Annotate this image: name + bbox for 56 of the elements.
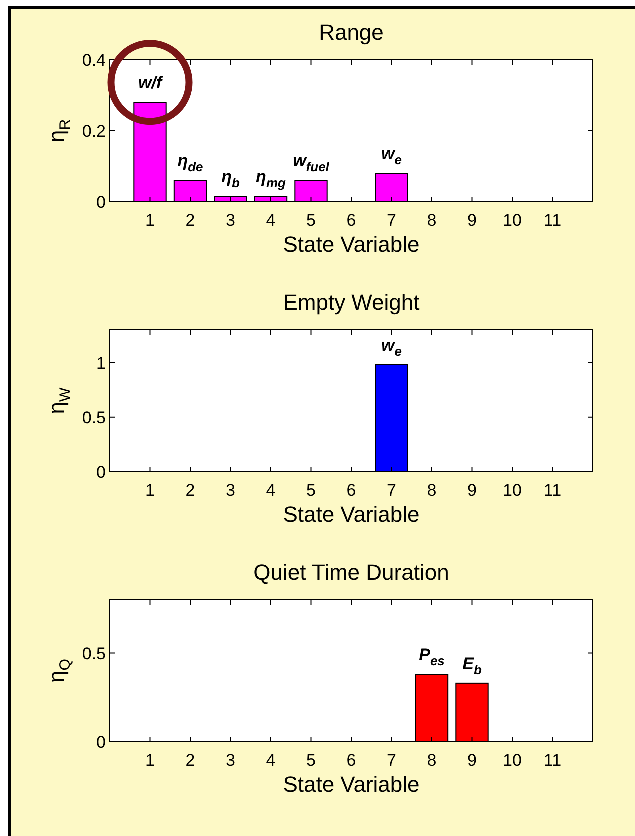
- x-tick-label: 7: [387, 211, 396, 230]
- x-tick-label: 2: [186, 751, 196, 770]
- annotation: η$_{de}$: [178, 152, 204, 175]
- y-tick-label: 0.2: [82, 122, 106, 141]
- annotation: E$_{b}$: [462, 654, 482, 678]
- x-tick-label: 10: [503, 481, 522, 500]
- y-tick-label: 0: [96, 193, 106, 212]
- x-tick-label: 9: [468, 211, 477, 230]
- x-tick-label: 2: [186, 211, 196, 230]
- x-axis-title: State Variable: [283, 772, 420, 797]
- x-tick-label: 3: [226, 481, 236, 500]
- x-tick-label: 11: [544, 481, 562, 500]
- x-tick-label: 4: [266, 211, 276, 230]
- annotation: w$_{e}$: [382, 336, 402, 360]
- x-tick-label: 1: [146, 751, 155, 770]
- x-tick-label: 11: [544, 751, 562, 770]
- y-tick-label: 0: [96, 463, 106, 482]
- x-tick-label: 5: [306, 481, 316, 500]
- y-tick-label: 1: [96, 354, 106, 373]
- x-axis-title: State Variable: [283, 232, 420, 257]
- x-tick-label: 6: [346, 481, 356, 500]
- x-tick-label: 9: [468, 481, 477, 500]
- y-tick-label: 0.4: [82, 51, 106, 70]
- x-tick-label: 11: [544, 211, 562, 230]
- x-tick-label: 8: [427, 751, 437, 770]
- annotation: P$_{es}$: [419, 646, 445, 669]
- y-tick-label: 0.5: [82, 408, 106, 428]
- x-tick-label: 3: [226, 211, 236, 230]
- annotation: η$_{b}$: [222, 168, 240, 191]
- x-tick-label: 3: [226, 751, 236, 770]
- annotation: η$_{mg}$: [256, 168, 286, 191]
- x-tick-label: 10: [503, 211, 522, 230]
- annotation: w$_{fuel}$: [293, 152, 330, 175]
- x-tick-label: 10: [503, 751, 522, 770]
- annotation: w/f: [138, 74, 164, 93]
- y-tick-label: 0.5: [82, 644, 106, 664]
- x-axis-title: State Variable: [283, 502, 420, 527]
- x-tick-label: 9: [468, 751, 477, 770]
- x-tick-label: 7: [387, 481, 396, 500]
- x-tick-label: 6: [346, 211, 356, 230]
- chart-title: Quiet Time Duration: [254, 560, 450, 585]
- x-tick-label: 1: [146, 481, 155, 500]
- x-tick-label: 1: [146, 211, 155, 230]
- x-tick-label: 4: [266, 481, 276, 500]
- x-tick-label: 8: [427, 481, 437, 500]
- y-tick-label: 0: [96, 733, 106, 752]
- x-tick-label: 7: [387, 751, 396, 770]
- x-tick-label: 6: [346, 751, 356, 770]
- x-tick-label: 5: [306, 211, 316, 230]
- x-tick-label: 5: [306, 751, 316, 770]
- x-tick-label: 2: [186, 481, 196, 500]
- x-tick-label: 8: [427, 211, 437, 230]
- chart-title: Range: [319, 20, 384, 45]
- annotation: w$_{e}$: [382, 144, 402, 168]
- x-tick-label: 4: [266, 751, 276, 770]
- chart-title: Empty Weight: [283, 290, 420, 315]
